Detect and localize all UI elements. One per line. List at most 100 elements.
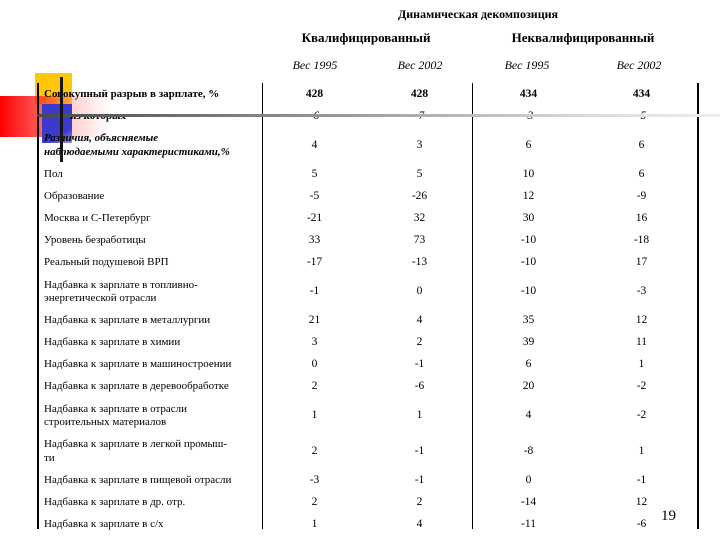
- row-label: Надбавка к зарплате в химии: [44, 336, 181, 349]
- cell-value: 2: [311, 495, 318, 508]
- cell-value: 3: [311, 336, 318, 349]
- subheader-weight-2002-qualified: Вес 2002: [397, 58, 443, 72]
- table-border-label-divider: [261, 83, 264, 529]
- cell-value: 73: [413, 234, 426, 247]
- cell-value: -2: [636, 380, 647, 393]
- cell-value: 30: [522, 212, 535, 225]
- decor-gray-gradient-rule: [37, 114, 720, 117]
- table-row: Пол 5 5 10 6: [37, 164, 698, 186]
- page-number: 19: [661, 508, 676, 524]
- row-label: из которых: [37, 110, 262, 124]
- cell-value: -1: [414, 358, 425, 371]
- cell-value: 16: [635, 212, 648, 225]
- cell-value: -10: [520, 234, 537, 247]
- cell-value: 428: [305, 88, 324, 101]
- cell-value: 4: [416, 314, 423, 327]
- table-row: Различия, объясняемые наблюдаемыми харак…: [37, 128, 698, 164]
- cell-value: -10: [520, 285, 537, 298]
- table-row: Москва и С-Петербург -21 32 30 16: [37, 208, 698, 230]
- group-header-unqualified: Неквалифицированный: [511, 30, 655, 45]
- cell-value: 0: [525, 473, 532, 486]
- cell-value: 1: [416, 409, 423, 422]
- cell-value: 2: [416, 336, 423, 349]
- row-label: Образование: [44, 190, 105, 203]
- table-row: Надбавка к зарплате в пищевой отрасли -3…: [37, 469, 698, 491]
- cell-value: -26: [411, 190, 428, 203]
- cell-value: 32: [413, 212, 426, 225]
- cell-value: 39: [522, 336, 535, 349]
- row-label: Надбавка к зарплате в деревообработке: [44, 380, 229, 393]
- cell-value: 2: [311, 380, 318, 393]
- cell-value: -3: [472, 110, 585, 124]
- cell-value: 17: [635, 256, 648, 269]
- cell-value: -5: [585, 110, 698, 124]
- table-rows: Совокупный разрыв в зарплате, % 428 428 …: [37, 84, 698, 536]
- cell-value: -9: [636, 190, 647, 203]
- cell-value: 4: [416, 517, 423, 530]
- cell-value: -18: [633, 234, 650, 247]
- cell-value: 12: [635, 314, 648, 327]
- cell-value: 434: [632, 88, 651, 101]
- table-row: Надбавка к зарплате в металлургии 21 4 3…: [37, 310, 698, 332]
- table-row: Надбавка к зарплате в топливно-энергетич…: [37, 274, 698, 310]
- table-row: Надбавка к зарплате в машиностроении 0 -…: [37, 354, 698, 376]
- row-label: Надбавка к зарплате в машиностроении: [44, 358, 232, 371]
- row-label: Надбавка к зарплате в др. отр.: [44, 495, 186, 508]
- cell-value: -6: [636, 517, 647, 530]
- row-label: Различия, объясняемые наблюдаемыми харак…: [44, 132, 230, 158]
- cell-value: 1: [638, 444, 645, 457]
- table-row: Надбавка к зарплате в легкой промыш-ти 2…: [37, 434, 698, 470]
- row-label: Надбавка к зарплате в легкой промыш-ти: [44, 438, 228, 464]
- cell-value: 21: [308, 314, 321, 327]
- cell-value: 35: [522, 314, 535, 327]
- row-label: Пол: [44, 168, 63, 181]
- slide-title: Динамическая декомпозиция: [397, 7, 559, 21]
- table-border-right: [697, 83, 699, 529]
- cell-value: 1: [638, 358, 645, 371]
- cell-value: 12: [635, 495, 648, 508]
- cell-value: 5: [311, 168, 318, 181]
- table-row: Реальный подушевой ВРП -17 -13 -10 17: [37, 252, 698, 274]
- row-label: Москва и С-Петербург: [44, 212, 151, 225]
- table-row: Надбавка к зарплате в отрасли строительн…: [37, 398, 698, 434]
- cell-value: -10: [520, 256, 537, 269]
- cell-value: 2: [416, 495, 423, 508]
- cell-value: -21: [306, 212, 323, 225]
- cell-value: -17: [306, 256, 323, 269]
- cell-value: 6: [638, 168, 645, 181]
- table-border-left: [37, 83, 39, 529]
- decor-black-vertical-bar: [60, 77, 63, 162]
- cell-value: 4: [525, 409, 532, 422]
- cell-value: -13: [411, 256, 428, 269]
- cell-value: -7: [367, 110, 472, 124]
- cell-value: 0: [311, 358, 318, 371]
- cell-value: -5: [309, 190, 320, 203]
- cell-value: -1: [414, 444, 425, 457]
- cell-value: 20: [522, 380, 535, 393]
- cell-value: -8: [523, 444, 534, 457]
- group-header-qualified: Квалифицированный: [301, 30, 431, 45]
- row-label: Реальный подушевой ВРП: [44, 256, 169, 269]
- cell-value: 6: [525, 358, 532, 371]
- row-label: Совокупный разрыв в зарплате, %: [44, 88, 220, 101]
- cell-value: 12: [522, 190, 535, 203]
- cell-value: 0: [416, 285, 423, 298]
- row-label: Надбавка к зарплате в топливно-энергетич…: [44, 278, 198, 305]
- table-row: Образование -5 -26 12 -9: [37, 186, 698, 208]
- cell-value: 6: [638, 139, 645, 152]
- row-label: Надбавка к зарплате в с/х: [44, 517, 164, 530]
- cell-value: -3: [636, 285, 647, 298]
- table-row: Надбавка к зарплате в деревообработке 2 …: [37, 376, 698, 398]
- cell-value: 434: [519, 88, 538, 101]
- table-row: Надбавка к зарплате в химии 3 2 39 11: [37, 332, 698, 354]
- cell-value: 6: [525, 139, 532, 152]
- cell-value: 5: [416, 168, 423, 181]
- cell-value: -1: [309, 285, 320, 298]
- row-label: Надбавка к зарплате в пищевой отрасли: [44, 473, 232, 486]
- cell-value: 33: [308, 234, 321, 247]
- row-label: Надбавка к зарплате в металлургии: [44, 314, 211, 327]
- subheader-weight-2002-unqualified: Вес 2002: [616, 58, 662, 72]
- table-row: Совокупный разрыв в зарплате, % 428 428 …: [37, 84, 698, 106]
- cell-value: 4: [311, 139, 318, 152]
